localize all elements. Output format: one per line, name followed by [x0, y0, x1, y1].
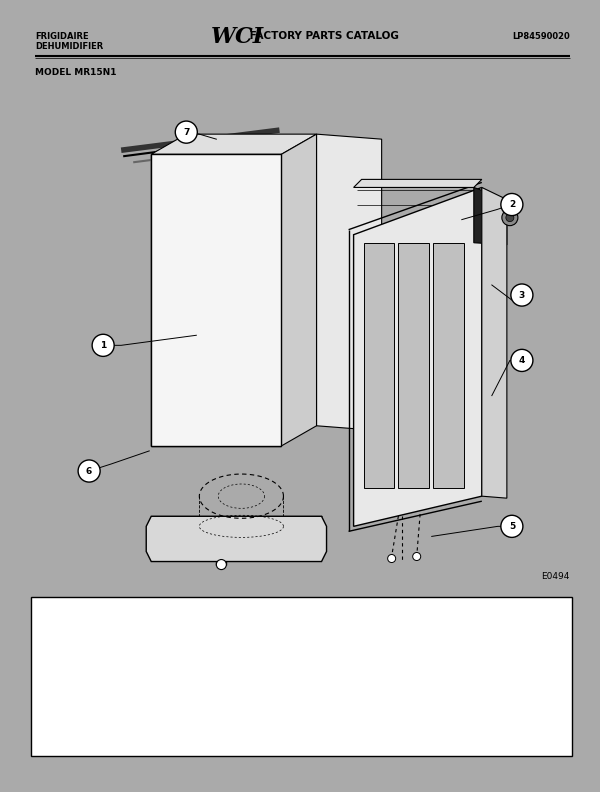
Text: 7: 7	[311, 660, 316, 668]
Circle shape	[92, 334, 114, 356]
Text: 2: 2	[42, 645, 48, 654]
Text: Shell-cabinet: Shell-cabinet	[159, 631, 209, 641]
Circle shape	[501, 193, 523, 215]
Text: 5: 5	[311, 631, 316, 641]
Text: 3: 3	[519, 291, 525, 299]
Polygon shape	[146, 516, 326, 562]
Text: 5: 5	[509, 522, 515, 531]
Polygon shape	[353, 180, 482, 188]
Polygon shape	[151, 154, 281, 446]
Polygon shape	[281, 134, 317, 446]
Polygon shape	[31, 596, 572, 756]
Text: MODEL MR15N1: MODEL MR15N1	[35, 68, 116, 77]
Text: 5308016109: 5308016109	[62, 660, 110, 668]
Text: WCI: WCI	[211, 25, 265, 48]
Text: 2: 2	[509, 200, 515, 209]
Text: 6: 6	[311, 645, 316, 654]
Text: 4: 4	[42, 674, 48, 683]
Text: Screw-base: Screw-base	[433, 645, 476, 654]
Polygon shape	[364, 242, 394, 488]
Text: PART
NO.: PART NO.	[76, 602, 98, 621]
Text: G1: G1	[293, 740, 310, 749]
Text: 1: 1	[42, 631, 48, 641]
Text: 5308016457: 5308016457	[62, 631, 110, 641]
Text: Front-dehumidifier: Front-dehumidifier	[159, 674, 230, 683]
Circle shape	[78, 460, 100, 482]
Text: 7: 7	[183, 128, 190, 137]
Circle shape	[413, 553, 421, 561]
Polygon shape	[317, 134, 382, 431]
Text: REF.
NO.: REF. NO.	[304, 602, 323, 621]
Text: 5303209596: 5303209596	[62, 674, 110, 683]
Circle shape	[175, 121, 197, 143]
Text: 5303209737: 5303209737	[62, 645, 110, 654]
Text: FRIGIDAIRE: FRIGIDAIRE	[35, 32, 89, 40]
Text: LP84590020: LP84590020	[512, 32, 570, 40]
Circle shape	[388, 554, 395, 562]
Circle shape	[506, 214, 514, 222]
Text: 6: 6	[86, 466, 92, 475]
Text: Dial-plate: Dial-plate	[159, 645, 197, 654]
Polygon shape	[482, 188, 507, 498]
Polygon shape	[353, 188, 482, 527]
Text: PART
NO.: PART NO.	[345, 602, 367, 621]
Polygon shape	[398, 242, 429, 488]
Text: Knob-control: Knob-control	[159, 660, 208, 668]
Polygon shape	[474, 188, 507, 245]
Text: 3: 3	[42, 660, 48, 668]
Text: 4/90: 4/90	[548, 740, 567, 749]
Circle shape	[501, 516, 523, 538]
Text: Trim-protector rear: Trim-protector rear	[433, 660, 505, 668]
Text: 1: 1	[100, 341, 106, 350]
Text: E0494: E0494	[542, 572, 570, 581]
Text: 08010819: 08010819	[331, 631, 369, 641]
Circle shape	[502, 210, 518, 226]
Text: DESCRIPTION
OF PARTS: DESCRIPTION OF PARTS	[428, 602, 487, 621]
Polygon shape	[151, 134, 317, 154]
Text: MODEL
CODES: MODEL CODES	[392, 602, 423, 621]
Text: DEHUMIDIFIER: DEHUMIDIFIER	[35, 42, 103, 51]
Text: Screw-front: Screw-front	[433, 631, 477, 641]
Circle shape	[511, 349, 533, 371]
Text: 08016435: 08016435	[331, 645, 370, 654]
Text: 3002858: 3002858	[331, 660, 364, 668]
Text: 4: 4	[519, 356, 525, 365]
Text: * = Not illustrated: * = Not illustrated	[36, 740, 113, 749]
Text: MODEL
CODES: MODEL CODES	[121, 602, 152, 621]
Circle shape	[511, 284, 533, 306]
Text: REF.
NO.: REF. NO.	[36, 602, 54, 621]
Polygon shape	[433, 242, 464, 488]
Text: FACTORY PARTS CATALOG: FACTORY PARTS CATALOG	[247, 31, 399, 40]
Text: DESCRIPTION
OF PARTS: DESCRIPTION OF PARTS	[157, 602, 215, 621]
Circle shape	[217, 559, 226, 569]
